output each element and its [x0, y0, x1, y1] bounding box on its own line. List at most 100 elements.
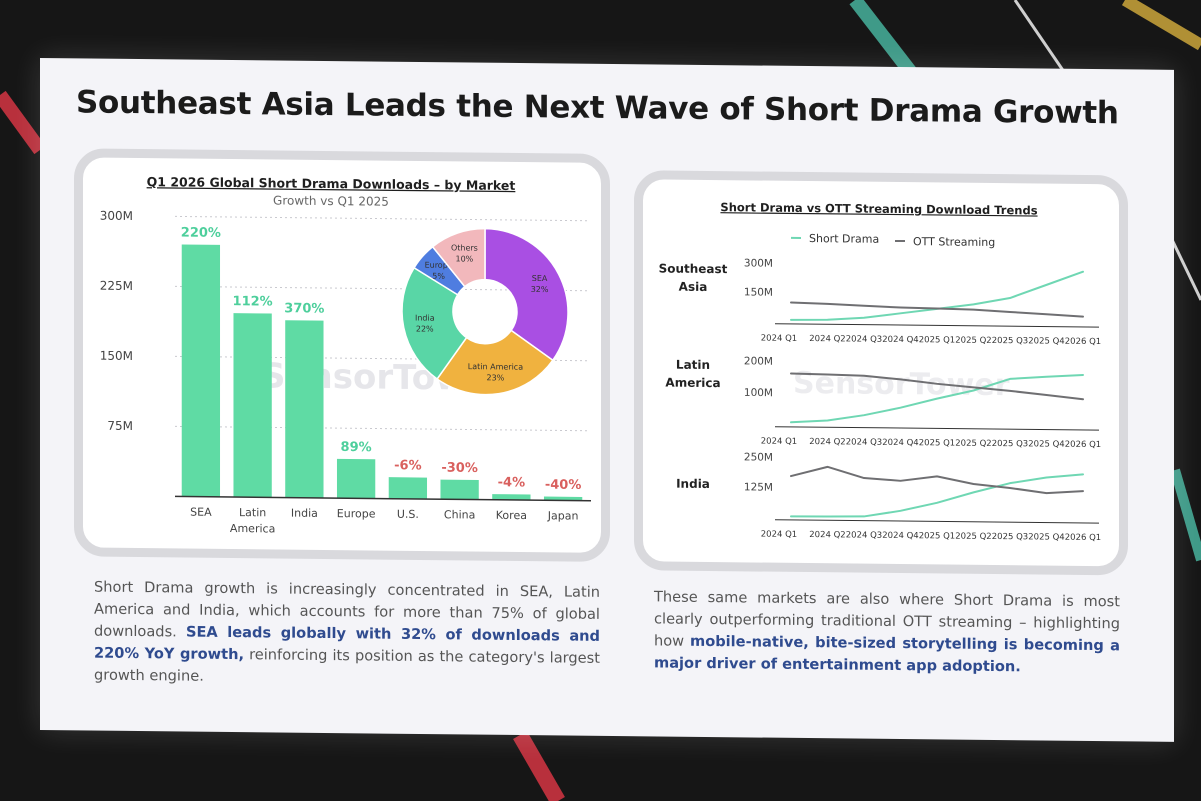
line-x-tick-label: 2025 Q1 — [919, 531, 955, 541]
line-x-tick-label: 2025 Q4 — [1028, 532, 1064, 542]
bar-growth-label: -6% — [394, 458, 421, 473]
legend-label-ott: OTT Streaming — [913, 235, 995, 249]
line-region-label: Southeast — [659, 261, 728, 276]
line-chart: SensorTower Short Drama vs OTT Streaming… — [659, 200, 1102, 543]
bar-x-tick-label: China — [444, 508, 475, 521]
line-x-tick-label: 2025 Q3 — [992, 336, 1028, 346]
donut-slice-india — [401, 266, 468, 381]
line-x-tick-label: 2024 Q3 — [846, 437, 882, 447]
right-paragraph-highlight: mobile-native, bite-sized storytelling i… — [654, 632, 1120, 676]
donut-slice-value: 22% — [416, 324, 434, 333]
line-x-tick-label: 2024 Q4 — [882, 531, 918, 541]
line-y-tick-label: 150M — [744, 286, 773, 298]
line-x-tick-label: 2024 Q2 — [809, 437, 845, 447]
line-x-tick-label: 2026 Q1 — [1065, 337, 1101, 347]
line-x-tick-label: 2024 Q2 — [809, 530, 845, 540]
line-x-tick-label: 2024 Q1 — [761, 437, 797, 447]
bar-india — [285, 320, 324, 498]
bar-x-tick-label: America — [230, 522, 275, 535]
line-x-tick-label: 2024 Q4 — [882, 438, 918, 448]
bar-y-tick-label: 75M — [107, 419, 133, 433]
bar-growth-label: -4% — [498, 475, 525, 490]
donut-slice-value: 5% — [432, 272, 445, 281]
line-series-short-drama — [790, 270, 1084, 321]
left-paragraph: Short Drama growth is increasingly conce… — [94, 577, 600, 692]
line-x-tick-label: 2025 Q4 — [1028, 439, 1064, 449]
donut-slice-label: Europe — [425, 261, 453, 270]
bar-y-tick-label: 150M — [100, 349, 133, 363]
bar-china — [440, 479, 479, 500]
line-x-tick-label: 2024 Q2 — [809, 334, 845, 344]
line-x-tick-label: 2024 Q1 — [761, 334, 797, 344]
line-region-label: Latin — [676, 358, 710, 372]
line-y-tick-label: 100M — [744, 387, 773, 399]
line-x-tick-label: 2025 Q3 — [992, 532, 1028, 542]
bar-growth-label: 89% — [341, 440, 372, 455]
line-region-label: America — [665, 376, 720, 391]
bar-europe — [336, 458, 376, 499]
bar-chart-title: Q1 2026 Global Short Drama Downloads – b… — [147, 174, 516, 193]
line-series-ott-streaming — [790, 465, 1084, 495]
bar-x-axis — [175, 495, 591, 502]
donut-slice-value: 32% — [531, 285, 549, 294]
line-x-tick-label: 2024 Q4 — [882, 335, 918, 345]
line-chart-title: Short Drama vs OTT Streaming Download Tr… — [720, 200, 1037, 217]
line-x-tick-label: 2026 Q1 — [1065, 440, 1101, 450]
line-y-tick-label: 125M — [744, 481, 773, 493]
line-chart-watermark: SensorTower — [793, 366, 1010, 403]
right-paragraph: These same markets are also where Short … — [654, 586, 1120, 679]
line-series-short-drama — [790, 473, 1084, 518]
donut-slice-label: Others — [451, 243, 478, 252]
bar-growth-label: 370% — [284, 301, 324, 316]
donut-slice-sea — [484, 227, 569, 362]
donut-slice-value: 10% — [456, 254, 474, 263]
line-region-label: Asia — [679, 280, 708, 294]
line-x-axis — [775, 323, 1099, 328]
bar-y-tick-label: 300M — [100, 209, 133, 223]
bar-x-tick-label: SEA — [190, 506, 212, 519]
bar-chart-subtitle: Growth vs Q1 2025 — [273, 193, 389, 208]
bar-x-tick-label: Latin — [239, 506, 266, 519]
line-x-tick-label: 2025 Q1 — [919, 335, 955, 345]
line-x-tick-label: 2025 Q2 — [955, 336, 991, 346]
line-x-tick-label: 2025 Q2 — [955, 439, 991, 449]
donut-slice-label: India — [415, 313, 435, 322]
donut-slice-latin-america — [436, 329, 554, 396]
legend-label-short-drama: Short Drama — [809, 232, 879, 246]
bar-growth-label: -40% — [545, 478, 582, 493]
donut-slice-label: Latin America — [468, 362, 523, 372]
bar-chart-panel: SensorTower Q1 2026 Global Short Drama D… — [74, 148, 610, 562]
line-region-label: India — [676, 477, 710, 491]
line-x-tick-label: 2024 Q3 — [846, 530, 882, 540]
line-x-axis — [775, 426, 1099, 431]
slide-title: Southeast Asia Leads the Next Wave of Sh… — [76, 84, 1119, 132]
bar-latin-america — [233, 313, 272, 498]
line-x-tick-label: 2024 Q3 — [846, 334, 882, 344]
line-x-axis — [775, 519, 1099, 524]
donut-slice-others — [431, 227, 486, 288]
line-y-tick-label: 250M — [744, 451, 773, 463]
bar-x-tick-label: U.S. — [397, 508, 419, 521]
line-x-tick-label: 2026 Q1 — [1065, 533, 1101, 543]
donut-slice-label: SEA — [532, 274, 548, 283]
bar-chart: SensorTower Q1 2026 Global Short Drama D… — [100, 174, 591, 535]
donut-slice-value: 23% — [487, 373, 505, 382]
bar-gridline — [175, 215, 589, 222]
bar-x-tick-label: Korea — [496, 509, 527, 522]
bar-growth-label: 220% — [181, 225, 221, 240]
line-x-tick-label: 2024 Q1 — [761, 530, 797, 540]
bar-x-tick-label: Europe — [337, 507, 376, 520]
bar-y-tick-label: 225M — [100, 279, 133, 293]
bar-gridline — [175, 425, 589, 432]
line-series-ott-streaming — [790, 372, 1084, 401]
bar-x-tick-label: India — [291, 507, 318, 520]
bar-u-s- — [388, 477, 428, 500]
bar-growth-label: 112% — [233, 294, 273, 309]
line-y-tick-label: 300M — [744, 257, 773, 269]
line-series-ott-streaming — [790, 301, 1084, 318]
bar-korea — [492, 494, 531, 501]
line-x-tick-label: 2025 Q4 — [1028, 336, 1064, 346]
bar-x-tick-label: Japan — [547, 509, 579, 522]
line-y-tick-label: 200M — [744, 355, 773, 367]
bar-growth-label: -30% — [441, 461, 478, 476]
